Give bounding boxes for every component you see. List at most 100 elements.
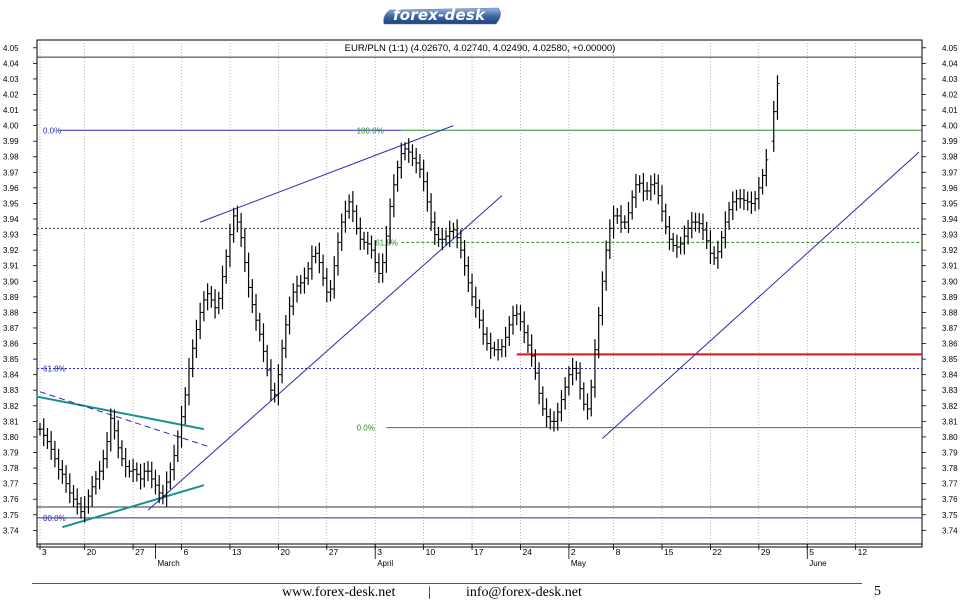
x-tick-label: 12 [858,547,868,557]
y-tick-label: 3.79 [3,449,19,458]
footer-website[interactable]: www.forex-desk.net [282,585,396,600]
y-tick-label: 3.99 [942,137,958,146]
y-tick-label: 3.76 [942,495,958,504]
x-tick-label: 2 [571,547,576,557]
y-tick-label: 3.87 [942,324,958,333]
x-tick-label: 17 [474,547,484,557]
x-tick-label: 27 [329,547,339,557]
y-tick-label: 3.92 [3,246,19,255]
y-tick-label: 3.95 [942,199,958,208]
y-tick-label: 3.82 [942,402,958,411]
y-tick-label: 4.02 [3,90,19,99]
footer-divider [32,583,862,584]
x-tick-label: 20 [87,547,97,557]
x-axis: 3 20 27 6 13 20 27 3 10 17 24 2 8 15 22 29 5 12 March April… [39,544,868,568]
horizontal-levels: 0.0%100.0%61.8%61.8%0.0%00.0% [37,56,922,523]
y-tick-label: 3.81 [3,417,19,426]
page-number: 5 [874,584,881,599]
level-label: 0.0% [357,424,375,433]
y-tick-label: 3.94 [3,215,19,224]
y-tick-label: 3.84 [942,371,958,380]
y-tick-label: 3.97 [3,168,19,177]
x-tick-label: 29 [761,547,771,557]
y-tick-label: 4.03 [942,75,958,84]
x-tick-label: 3 [377,547,382,557]
y-tick-label: 4.00 [942,122,958,131]
y-tick-label: 3.88 [942,308,958,317]
x-tick-label: 22 [712,547,722,557]
y-tick-label: 3.84 [3,371,19,380]
x-tick-label: 10 [426,547,436,557]
y-tick-label: 3.99 [3,137,19,146]
month-label: May [571,559,586,568]
x-tick-label: 3 [42,547,47,557]
y-axis-right: 3.74 3.75 3.76 3.77 3.78 3.79 3.80 3.81 3.82 3.83… [922,44,958,535]
footer-separator: | [428,585,431,600]
trend-line [199,125,454,223]
y-tick-label: 3.77 [942,480,958,489]
y-tick-label: 3.78 [942,464,958,473]
y-tick-label: 4.04 [942,59,958,68]
chart-frame [36,39,923,548]
y-tick-label: 3.91 [3,262,19,271]
level-label: 0.0% [43,126,61,135]
y-tick-label: 3.77 [3,480,19,489]
y-tick-label: 3.93 [3,231,19,240]
y-tick-label: 3.98 [3,153,19,162]
y-tick-label: 3.87 [3,324,19,333]
y-tick-label: 3.96 [942,184,958,193]
chart-title: EUR/PLN (1:1) (4.02670, 4.02740, 4.02490… [345,43,616,54]
trend-line [602,151,920,439]
month-label: April [377,559,393,568]
y-tick-label: 3.80 [942,433,958,442]
y-tick-label: 3.92 [942,246,958,255]
y-tick-label: 3.89 [3,293,19,302]
y-tick-label: 3.74 [942,526,958,535]
month-label: March [157,559,179,568]
y-tick-label: 3.78 [3,464,19,473]
y-tick-label: 3.98 [942,153,958,162]
y-tick-label: 3.74 [3,526,19,535]
x-tick-label: 6 [184,547,189,557]
month-label: June [809,559,827,568]
level-label: 100.0% [357,126,384,135]
footer-email[interactable]: info@forex-desk.net [466,585,582,600]
x-tick-label: 27 [135,547,145,557]
y-tick-label: 3.75 [942,511,958,520]
trend-line [39,391,208,447]
y-tick-label: 3.75 [3,511,19,520]
y-axis-left: 3.74 3.75 3.76 3.77 3.78 3.79 3.80 3.81 3.82 3.83… [3,44,37,535]
x-tick-label: 8 [616,547,621,557]
y-tick-label: 3.94 [942,215,958,224]
y-tick-label: 4.02 [942,90,958,99]
y-tick-label: 4.01 [942,106,958,115]
trend-line [147,195,503,511]
y-tick-label: 3.95 [3,199,19,208]
price-bars [38,75,780,523]
y-tick-label: 3.89 [942,293,958,302]
y-tick-label: 3.90 [3,277,19,286]
plot-border [36,39,923,548]
y-tick-label: 3.97 [942,168,958,177]
y-tick-label: 3.96 [3,184,19,193]
y-tick-label: 3.81 [942,417,958,426]
y-tick-label: 3.85 [942,355,958,364]
y-tick-label: 3.86 [942,340,958,349]
y-tick-label: 3.80 [3,433,19,442]
x-tick-label: 24 [522,547,532,557]
trend-line [62,484,205,529]
y-tick-label: 3.85 [3,355,19,364]
y-tick-label: 3.82 [3,402,19,411]
y-tick-label: 3.76 [3,495,19,504]
y-tick-label: 3.88 [3,308,19,317]
logo-text: forex-desk [393,6,486,24]
y-tick-label: 3.91 [942,262,958,271]
trend-lines [36,125,920,529]
trend-line [36,395,205,431]
y-tick-label: 3.93 [942,231,958,240]
level-label: 61.8% [43,364,66,373]
chart-grid [39,40,856,544]
y-tick-label: 3.83 [942,386,958,395]
x-tick-label: 15 [664,547,674,557]
y-tick-label: 4.01 [3,106,19,115]
